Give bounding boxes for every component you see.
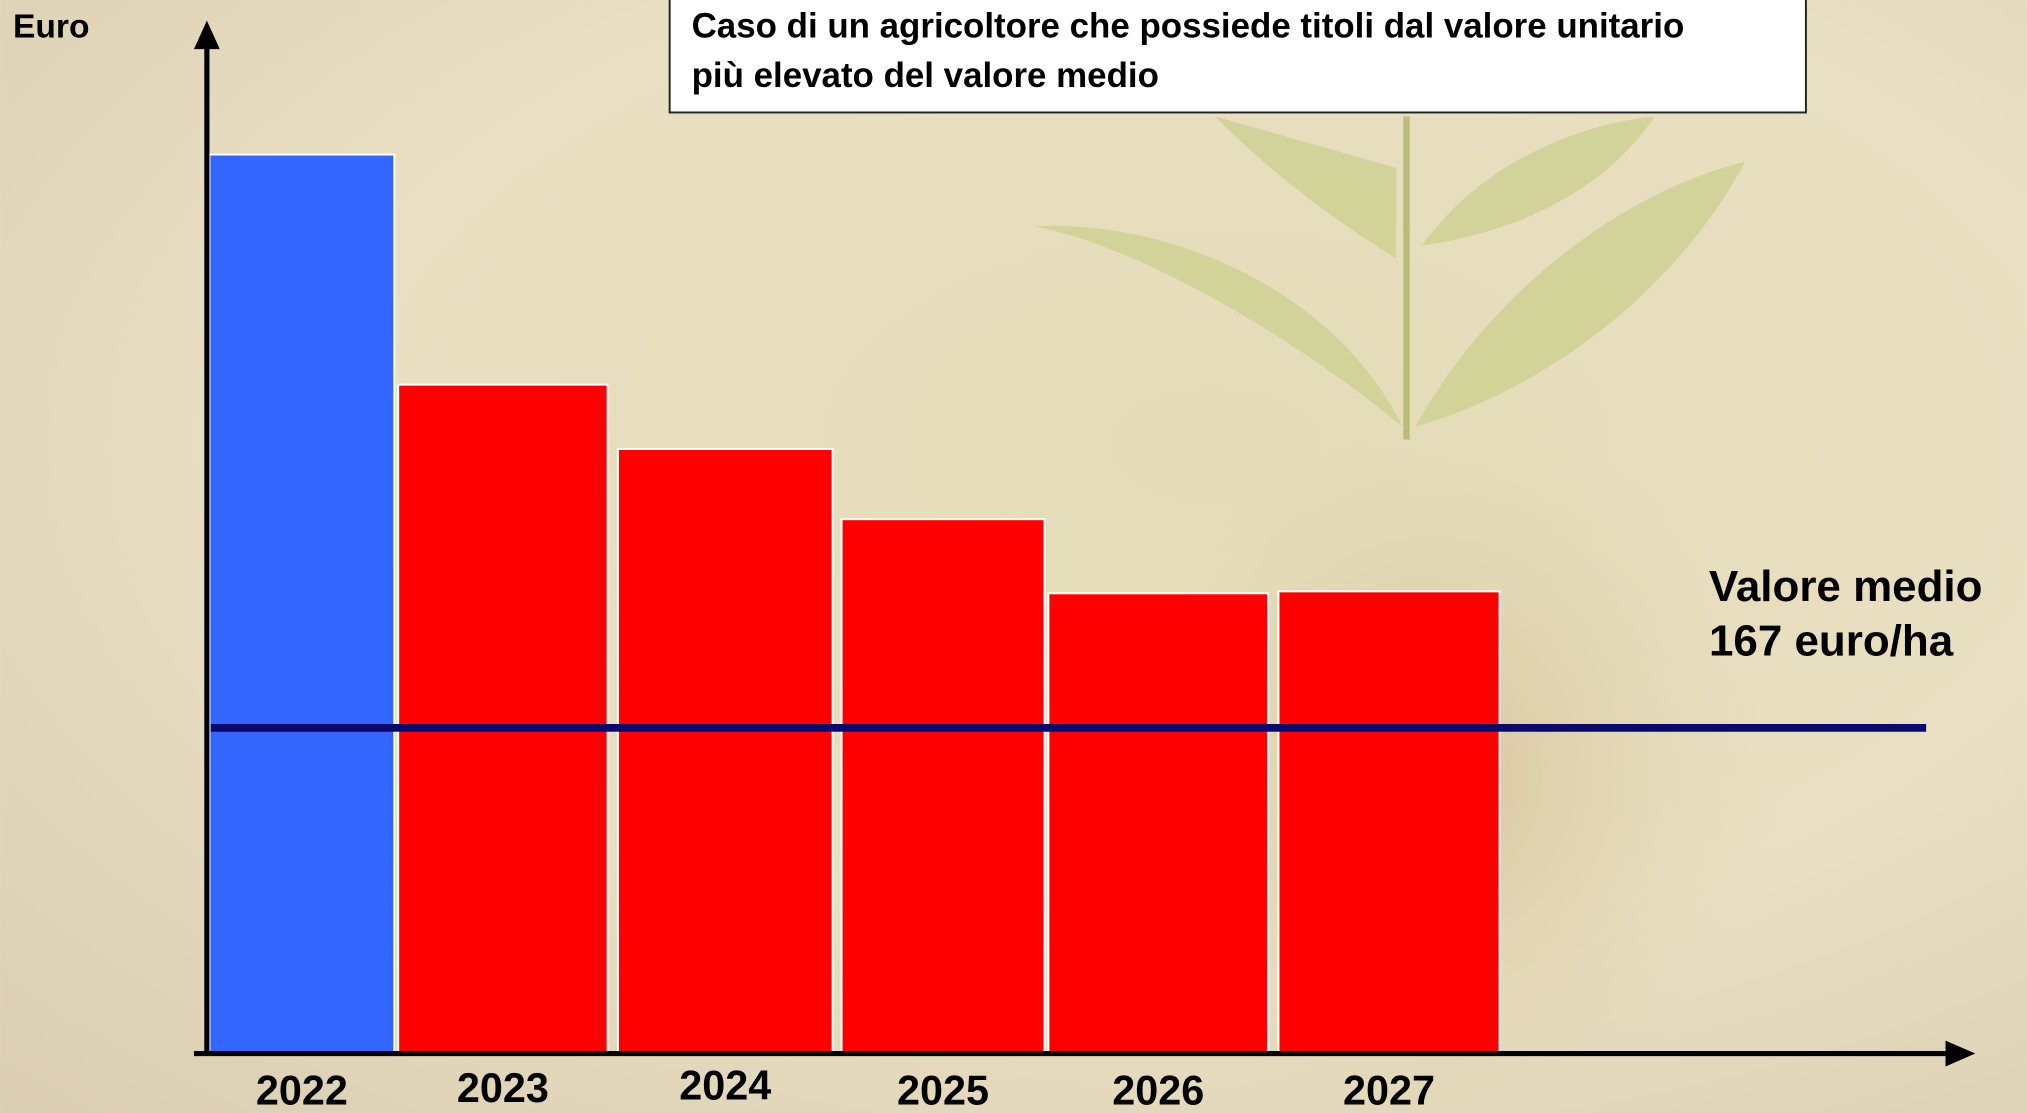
bar [840, 518, 1046, 1055]
x-tick-label: 2024 [679, 1062, 771, 1108]
reference-label: 167 euro/ha [1709, 616, 1954, 665]
bar [1047, 592, 1270, 1055]
x-tick-label: 2025 [897, 1068, 989, 1113]
x-axis-arrow [1945, 1040, 1976, 1067]
y-axis-arrow [193, 20, 220, 50]
x-tick-label: 2027 [1343, 1068, 1435, 1113]
bar [616, 448, 834, 1055]
bar [397, 383, 609, 1055]
chart-title: più elevato del valore medio [692, 56, 1159, 95]
x-tick-label: 2026 [1112, 1068, 1204, 1113]
bar [1277, 590, 1501, 1055]
x-tick-label: 2023 [457, 1065, 549, 1111]
reference-label: Valore medio [1709, 562, 1983, 611]
x-tick-label: 2022 [256, 1068, 348, 1113]
y-axis-label: Euro [13, 8, 90, 45]
chart-title: Caso di un agricoltore che possiede tito… [692, 7, 1685, 46]
title-box [668, 0, 1807, 114]
bar [208, 153, 396, 1055]
background-leaves [1034, 116, 1746, 427]
